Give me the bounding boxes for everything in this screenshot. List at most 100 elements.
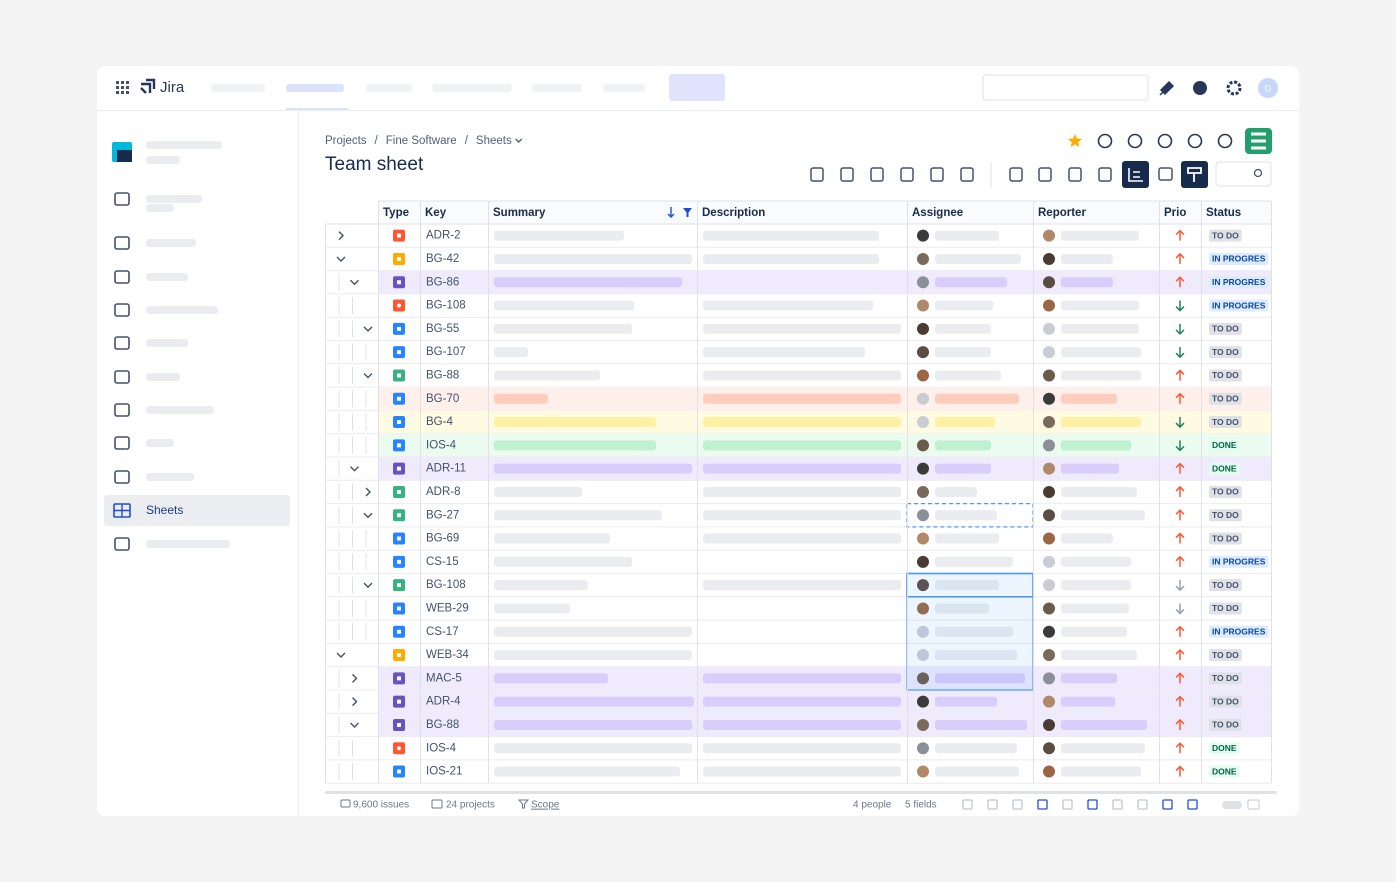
issue-key[interactable]: BG-88 xyxy=(426,719,459,731)
header-icon[interactable] xyxy=(1157,133,1173,149)
toolbar-button[interactable] xyxy=(1038,167,1052,182)
issue-key[interactable]: BG-4 xyxy=(426,416,453,428)
sidebar-active[interactable] xyxy=(104,495,290,526)
toolbar-button[interactable] xyxy=(1009,167,1023,182)
expander[interactable] xyxy=(336,256,346,262)
notifications-icon[interactable] xyxy=(1159,80,1175,96)
issue-key[interactable]: IOS-4 xyxy=(426,742,457,754)
issue-key[interactable]: CS-15 xyxy=(426,556,459,568)
issue-key[interactable]: ADR-2 xyxy=(426,230,461,242)
issue-key[interactable]: ADR-4 xyxy=(426,696,461,708)
footer-tool[interactable] xyxy=(962,799,973,810)
footer-tool[interactable] xyxy=(1012,799,1023,810)
toolbar-button[interactable] xyxy=(1158,167,1173,181)
expander[interactable] xyxy=(365,487,371,497)
footer-mail[interactable] xyxy=(1247,799,1260,810)
search-box[interactable] xyxy=(982,74,1149,101)
issue-key[interactable]: BG-86 xyxy=(426,276,459,288)
issue-key[interactable]: BG-42 xyxy=(426,253,459,265)
toolbar-button[interactable] xyxy=(870,167,884,182)
expander[interactable] xyxy=(350,722,359,728)
expander[interactable] xyxy=(336,652,346,659)
footer-tool[interactable] xyxy=(1062,799,1073,810)
expander[interactable] xyxy=(363,582,373,589)
footer-tool[interactable] xyxy=(987,799,998,810)
column-header[interactable]: Type xyxy=(383,207,409,219)
issue-key[interactable]: BG-55 xyxy=(426,323,459,335)
expander[interactable] xyxy=(363,512,373,519)
help-icon[interactable] xyxy=(1193,81,1207,95)
settings-icon[interactable] xyxy=(1226,80,1242,96)
header-icon[interactable] xyxy=(1127,133,1143,149)
issue-key[interactable]: BG-107 xyxy=(426,346,466,358)
breadcrumb[interactable]: Sheets xyxy=(476,135,512,147)
footer-icon xyxy=(340,799,351,808)
footer-tool[interactable] xyxy=(1037,799,1048,810)
header-icon[interactable] xyxy=(1187,133,1203,149)
issue-key[interactable]: BG-88 xyxy=(426,369,459,381)
expander[interactable] xyxy=(350,466,359,472)
footer-tool[interactable] xyxy=(1112,799,1123,810)
footer-tool[interactable] xyxy=(1187,799,1198,810)
column-header[interactable]: Assignee xyxy=(912,207,963,219)
placeholder xyxy=(494,300,634,311)
issue-key[interactable]: WEB-29 xyxy=(426,602,469,614)
assignee-avatar xyxy=(917,509,929,522)
issue-key[interactable]: ADR-11 xyxy=(426,463,466,475)
user-avatar[interactable] xyxy=(1258,78,1278,98)
toolbar-button[interactable] xyxy=(1068,167,1082,182)
footer-tool[interactable] xyxy=(1162,799,1173,810)
sidebar-icon xyxy=(114,537,130,551)
expander[interactable] xyxy=(363,326,373,332)
footer-tool[interactable] xyxy=(1137,799,1148,810)
column-header[interactable]: Description xyxy=(702,207,765,219)
issue-key[interactable]: BG-27 xyxy=(426,509,459,521)
issue-key[interactable]: IOS-21 xyxy=(426,766,462,778)
toolbar-button[interactable] xyxy=(930,167,944,182)
table-search[interactable] xyxy=(1215,161,1272,187)
status: TO DO xyxy=(1212,580,1239,590)
placeholder xyxy=(494,440,656,451)
expander[interactable] xyxy=(352,697,358,707)
issue-key[interactable]: BG-70 xyxy=(426,393,459,405)
issue-key[interactable]: CS-17 xyxy=(426,626,459,638)
toolbar-button[interactable] xyxy=(960,167,974,182)
issue-key[interactable]: BG-108 xyxy=(426,300,466,312)
expander[interactable] xyxy=(338,231,344,241)
filter-icon[interactable] xyxy=(683,208,692,217)
toolbar-active[interactable] xyxy=(1122,161,1149,188)
issue-key[interactable]: MAC-5 xyxy=(426,672,462,684)
column-header[interactable]: Summary xyxy=(493,207,546,219)
issue-key[interactable]: BG-69 xyxy=(426,533,459,545)
star-icon[interactable] xyxy=(1067,134,1082,147)
breadcrumb[interactable]: Projects xyxy=(325,135,367,147)
toolbar-button[interactable] xyxy=(840,167,854,182)
status: DONE xyxy=(1212,440,1237,450)
toolbar-button[interactable] xyxy=(810,167,824,182)
column-header[interactable]: Status xyxy=(1206,207,1241,219)
column-header[interactable]: Key xyxy=(425,207,447,219)
expander[interactable] xyxy=(350,279,359,286)
column-header[interactable]: Prio xyxy=(1164,207,1186,219)
breadcrumb[interactable]: Fine Software xyxy=(386,135,457,147)
header-icon[interactable] xyxy=(1097,133,1113,149)
footer-tool[interactable] xyxy=(1087,799,1098,810)
footer-scope[interactable]: Scope xyxy=(531,800,560,811)
toolbar-button[interactable] xyxy=(1098,167,1112,182)
sort-icon[interactable] xyxy=(667,207,675,218)
footer-toggle[interactable] xyxy=(1222,801,1242,809)
issue-key[interactable]: WEB-34 xyxy=(426,649,469,661)
issue-key[interactable]: BG-108 xyxy=(426,579,466,591)
expander[interactable] xyxy=(352,673,358,683)
assignee-avatar xyxy=(917,765,929,778)
create-button[interactable] xyxy=(669,74,725,101)
issue-key[interactable]: ADR-8 xyxy=(426,486,461,498)
assignee-avatar xyxy=(917,322,929,335)
expander[interactable] xyxy=(363,372,373,379)
toolbar-button[interactable] xyxy=(900,167,914,182)
footer-people: 4 people xyxy=(853,800,892,811)
header-icon[interactable] xyxy=(1217,133,1233,149)
assignee-avatar xyxy=(917,392,929,405)
issue-key[interactable]: IOS-4 xyxy=(426,439,457,451)
column-header[interactable]: Reporter xyxy=(1038,207,1086,219)
